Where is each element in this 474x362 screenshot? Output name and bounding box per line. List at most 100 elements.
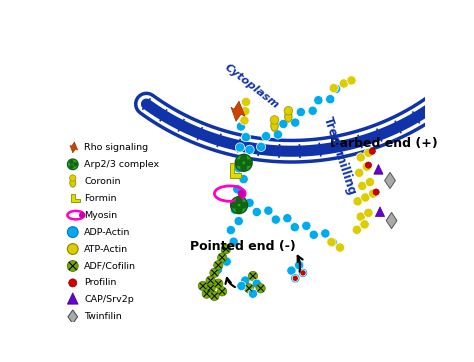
- Circle shape: [308, 106, 317, 115]
- Circle shape: [229, 237, 238, 246]
- Circle shape: [234, 164, 244, 173]
- Circle shape: [339, 79, 348, 88]
- Circle shape: [294, 261, 304, 270]
- Text: ADF/Cofilin: ADF/Cofilin: [84, 261, 137, 270]
- Circle shape: [256, 284, 265, 293]
- Text: Treadmilling: Treadmilling: [321, 115, 358, 197]
- Circle shape: [70, 160, 73, 164]
- Circle shape: [220, 245, 229, 254]
- Circle shape: [236, 197, 242, 204]
- Text: Barbed end (+): Barbed end (+): [330, 138, 438, 150]
- Circle shape: [206, 276, 215, 285]
- Circle shape: [241, 276, 250, 285]
- Circle shape: [231, 202, 237, 209]
- Text: Pointed end (-): Pointed end (-): [190, 240, 296, 253]
- Circle shape: [314, 96, 323, 105]
- Circle shape: [358, 181, 367, 190]
- Circle shape: [248, 272, 257, 281]
- Circle shape: [198, 281, 208, 291]
- Circle shape: [364, 148, 373, 157]
- Text: ADP-Actin: ADP-Actin: [84, 228, 131, 237]
- Circle shape: [329, 84, 338, 93]
- Circle shape: [236, 207, 242, 213]
- Circle shape: [347, 76, 356, 85]
- Circle shape: [210, 291, 219, 300]
- Text: Formin: Formin: [84, 194, 117, 203]
- Text: Rho signaling: Rho signaling: [84, 143, 148, 152]
- Circle shape: [245, 145, 254, 155]
- Polygon shape: [71, 194, 80, 202]
- Circle shape: [356, 153, 365, 162]
- Circle shape: [235, 154, 252, 171]
- Circle shape: [271, 215, 281, 224]
- Circle shape: [300, 270, 306, 276]
- Circle shape: [309, 230, 319, 239]
- Circle shape: [233, 185, 242, 194]
- Polygon shape: [70, 142, 78, 153]
- Circle shape: [236, 160, 242, 166]
- Circle shape: [237, 122, 246, 131]
- Circle shape: [245, 198, 254, 207]
- Circle shape: [321, 229, 330, 238]
- Circle shape: [284, 106, 292, 115]
- Text: Myosin: Myosin: [84, 211, 118, 220]
- Circle shape: [364, 208, 373, 218]
- Circle shape: [279, 119, 288, 129]
- Circle shape: [237, 281, 246, 291]
- Circle shape: [245, 160, 252, 166]
- Circle shape: [237, 195, 246, 205]
- Ellipse shape: [285, 111, 292, 122]
- Circle shape: [296, 108, 305, 117]
- Circle shape: [365, 177, 374, 187]
- Circle shape: [252, 279, 261, 288]
- Circle shape: [368, 189, 378, 198]
- Circle shape: [252, 207, 261, 216]
- Circle shape: [245, 284, 254, 293]
- Circle shape: [287, 266, 296, 275]
- Circle shape: [202, 289, 211, 298]
- Circle shape: [353, 197, 362, 206]
- Circle shape: [355, 168, 364, 177]
- Circle shape: [70, 175, 76, 181]
- Circle shape: [214, 261, 223, 270]
- Circle shape: [226, 226, 236, 235]
- Circle shape: [298, 268, 308, 278]
- Circle shape: [335, 243, 345, 252]
- Circle shape: [240, 164, 247, 171]
- Circle shape: [241, 106, 250, 116]
- Text: Profilin: Profilin: [84, 278, 117, 287]
- Text: Twinfilin: Twinfilin: [84, 312, 122, 321]
- Circle shape: [236, 143, 245, 152]
- Circle shape: [240, 155, 247, 161]
- Polygon shape: [375, 207, 384, 216]
- Circle shape: [213, 265, 223, 274]
- Circle shape: [362, 162, 372, 171]
- Text: Coronin: Coronin: [84, 177, 121, 186]
- Circle shape: [290, 223, 300, 232]
- Text: Cytoplasm: Cytoplasm: [222, 62, 280, 111]
- Circle shape: [240, 202, 247, 209]
- Circle shape: [360, 220, 369, 229]
- Circle shape: [248, 289, 257, 298]
- Polygon shape: [374, 164, 383, 174]
- Circle shape: [238, 190, 245, 197]
- Circle shape: [264, 206, 273, 215]
- Circle shape: [210, 268, 219, 278]
- Circle shape: [241, 132, 251, 142]
- Circle shape: [230, 205, 239, 214]
- Polygon shape: [230, 163, 241, 178]
- Circle shape: [222, 257, 231, 266]
- Circle shape: [356, 212, 365, 221]
- Circle shape: [231, 197, 247, 214]
- Circle shape: [218, 253, 227, 262]
- Ellipse shape: [271, 120, 278, 131]
- Circle shape: [373, 189, 379, 195]
- Circle shape: [234, 216, 243, 226]
- Circle shape: [328, 238, 337, 247]
- Circle shape: [80, 213, 84, 218]
- Circle shape: [240, 116, 249, 125]
- Polygon shape: [68, 310, 78, 324]
- Circle shape: [352, 225, 362, 235]
- Polygon shape: [384, 172, 395, 189]
- Circle shape: [302, 221, 311, 231]
